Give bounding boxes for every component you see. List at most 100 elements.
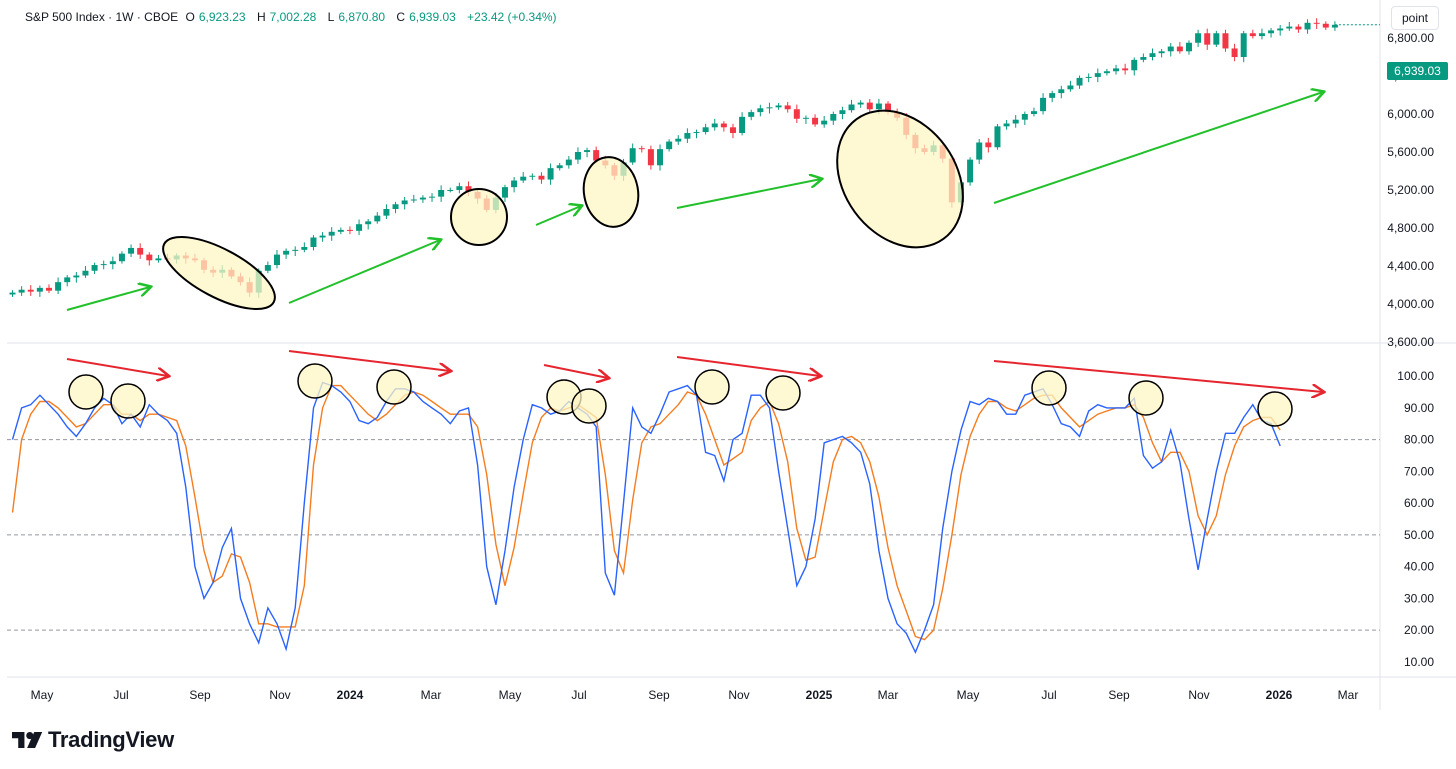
candle-body xyxy=(1204,33,1211,45)
candle-body xyxy=(857,102,864,105)
candle-body xyxy=(885,103,892,113)
time-tick-label: 2024 xyxy=(337,688,364,702)
oscillator-tick-label: 70.00 xyxy=(1404,464,1434,478)
candle-body xyxy=(547,168,554,180)
candle-body xyxy=(565,159,572,166)
oscillator-d-line xyxy=(11,384,1281,641)
time-tick-label: May xyxy=(31,688,54,702)
candle-body xyxy=(1249,33,1256,37)
chart-canvas[interactable]: 3,600.00 4,000.00 4,400.00 4,800.00 5,200.00… xyxy=(7,0,1456,710)
candle-body xyxy=(501,187,508,198)
time-tick-label: Sep xyxy=(189,688,211,702)
high-value: 7,002.28 xyxy=(269,10,317,24)
candle-body xyxy=(1149,53,1156,57)
price-tick-label: 4,800.00 xyxy=(1387,221,1434,235)
candle-body xyxy=(1049,93,1056,98)
highlight-ellipse xyxy=(582,156,640,228)
candle-body xyxy=(1131,59,1138,71)
candle-body xyxy=(1076,77,1083,86)
candle-body xyxy=(9,292,16,295)
candle-body xyxy=(739,116,746,133)
candle-body xyxy=(137,247,144,255)
candle-body xyxy=(401,200,408,205)
candle-body xyxy=(684,133,691,139)
candle-body xyxy=(1222,33,1229,49)
candle-body xyxy=(766,107,773,109)
price-tick-label: 3,600.00 xyxy=(1387,335,1434,349)
trend-arrow-green xyxy=(993,92,1323,204)
candle-body xyxy=(328,231,335,236)
candle-body xyxy=(1258,33,1265,37)
candle-body xyxy=(629,148,636,163)
candle-body xyxy=(374,215,381,222)
candle-body xyxy=(511,180,518,188)
oscillator-tick-label: 100.00 xyxy=(1397,369,1434,383)
trend-arrow-green xyxy=(66,287,150,311)
candle-body xyxy=(821,120,828,125)
candle-body xyxy=(36,287,43,292)
change-value: +23.42 (+0.34%) xyxy=(467,10,557,24)
time-tick-label: Nov xyxy=(269,688,290,702)
highlight-ellipse xyxy=(836,109,964,249)
candle-body xyxy=(1158,51,1165,54)
candle-body xyxy=(310,237,317,247)
oscillator-tick-label: 90.00 xyxy=(1404,401,1434,415)
time-tick-label: Mar xyxy=(421,688,442,702)
highlight-circle xyxy=(110,383,146,419)
candle-body xyxy=(109,261,116,265)
highlight-circle xyxy=(297,363,333,399)
candle-body xyxy=(711,123,718,128)
time-tick-label: 2025 xyxy=(806,688,833,702)
candle-body xyxy=(1085,76,1092,78)
last-price-badge: 6,939.03 xyxy=(1387,62,1448,80)
candle-body xyxy=(55,282,62,291)
candle-body xyxy=(976,142,983,160)
candle-body xyxy=(91,265,98,271)
price-tick-label: 5,200.00 xyxy=(1387,183,1434,197)
candle-body xyxy=(848,104,855,111)
candle-body xyxy=(748,112,755,117)
tradingview-brand: TradingView xyxy=(48,727,174,752)
divergence-arrow-red xyxy=(676,356,820,376)
chart-frame: 3,600.00 4,000.00 4,400.00 4,800.00 5,200.00… xyxy=(7,0,1456,710)
candle-body xyxy=(118,253,125,262)
highlight-ellipse xyxy=(450,188,508,246)
candle-body xyxy=(1331,24,1338,28)
footer: TradingView xyxy=(12,727,174,752)
time-tick-label: Jul xyxy=(1041,688,1056,702)
candle-body xyxy=(574,152,581,160)
candle-body xyxy=(538,175,545,180)
candle-body xyxy=(419,197,426,200)
price-axis-labels: 3,600.00 4,000.00 4,400.00 4,800.00 5,200.00… xyxy=(1387,31,1434,349)
candle-body xyxy=(1021,114,1028,120)
candle-body xyxy=(1286,26,1293,29)
scale-mode-button[interactable]: point xyxy=(1391,6,1439,30)
time-tick-label: May xyxy=(957,688,980,702)
price-tick-label: 5,600.00 xyxy=(1387,145,1434,159)
divergence-arrow-red xyxy=(288,350,450,371)
candle-body xyxy=(1240,33,1247,57)
candle-body xyxy=(666,141,673,150)
oscillator-tick-label: 40.00 xyxy=(1404,560,1434,574)
candle-body xyxy=(146,254,153,261)
trend-arrow-green xyxy=(535,206,581,226)
candle-body xyxy=(675,138,682,142)
time-tick-label: Mar xyxy=(1338,688,1359,702)
candle-body xyxy=(1277,28,1284,31)
candle-body xyxy=(410,199,417,201)
oscillator-tick-label: 20.00 xyxy=(1404,623,1434,637)
candle-body xyxy=(73,275,80,278)
candle-body xyxy=(128,247,135,254)
candle-body xyxy=(839,110,846,114)
oscillator-tick-label: 80.00 xyxy=(1404,433,1434,447)
candle-body xyxy=(64,277,71,283)
candle-body xyxy=(866,102,873,110)
candle-body xyxy=(657,149,664,166)
candle-body xyxy=(985,142,992,148)
candle-body xyxy=(1067,85,1074,90)
candle-body xyxy=(784,105,791,110)
time-tick-label: May xyxy=(499,688,522,702)
open-value: 6,923.23 xyxy=(198,10,246,24)
trend-arrow-green xyxy=(676,179,821,209)
price-tick-label: 4,000.00 xyxy=(1387,297,1434,311)
